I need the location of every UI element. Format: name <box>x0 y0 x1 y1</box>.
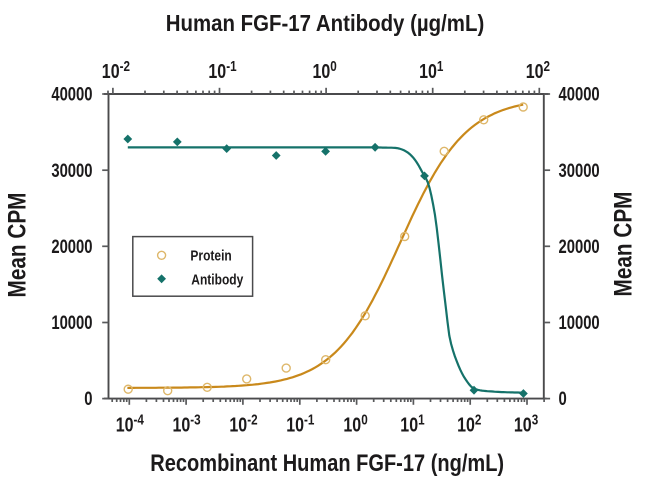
svg-text:10-1: 10-1 <box>286 411 315 436</box>
svg-text:0: 0 <box>84 388 92 409</box>
svg-text:20000: 20000 <box>51 236 92 257</box>
svg-text:Mean CPM: Mean CPM <box>3 193 31 298</box>
svg-text:Antibody: Antibody <box>191 271 243 288</box>
svg-text:0: 0 <box>559 388 567 409</box>
svg-text:20000: 20000 <box>559 236 600 257</box>
svg-text:10000: 10000 <box>51 312 92 333</box>
svg-text:40000: 40000 <box>51 84 92 105</box>
svg-text:Recombinant Human FGF-17 (ng/m: Recombinant Human FGF-17 (ng/mL) <box>150 449 504 476</box>
svg-text:10000: 10000 <box>559 312 600 333</box>
svg-text:30000: 30000 <box>51 160 92 181</box>
svg-text:Mean CPM: Mean CPM <box>609 192 637 297</box>
svg-text:10-2: 10-2 <box>229 411 257 436</box>
svg-text:100: 100 <box>313 58 337 83</box>
svg-text:30000: 30000 <box>559 160 600 181</box>
svg-text:Protein: Protein <box>190 247 231 264</box>
svg-text:40000: 40000 <box>559 84 600 105</box>
svg-text:Human FGF-17 Antibody (µg/mL): Human FGF-17 Antibody (µg/mL) <box>166 10 484 36</box>
